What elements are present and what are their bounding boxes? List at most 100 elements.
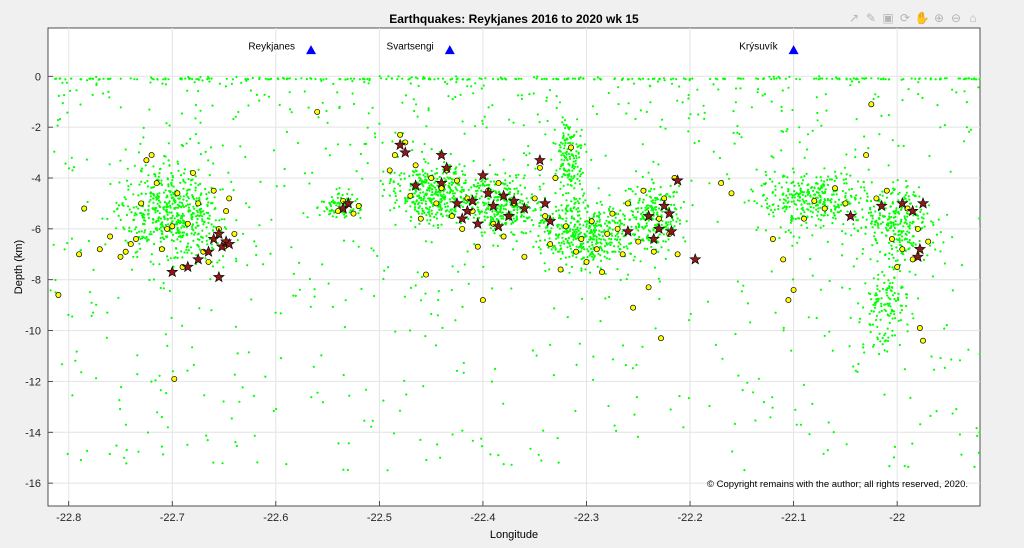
small-event: [256, 461, 259, 464]
large-event: [192, 253, 205, 265]
small-event: [539, 208, 542, 212]
small-event: [188, 77, 191, 80]
large-event: [906, 204, 919, 217]
small-event: [148, 278, 151, 282]
export-icon[interactable]: ↗: [848, 11, 860, 25]
small-event: [342, 468, 345, 471]
medium-event: [428, 175, 435, 181]
small-event: [516, 205, 520, 208]
small-event: [679, 206, 683, 209]
small-event: [206, 439, 209, 442]
small-event: [577, 233, 580, 236]
small-event: [870, 181, 873, 184]
small-event: [872, 343, 876, 346]
small-event: [633, 255, 636, 258]
small-event: [946, 213, 949, 216]
small-event: [579, 146, 582, 150]
small-event: [430, 169, 433, 172]
small-event: [567, 133, 570, 136]
small-event: [696, 88, 699, 91]
small-event: [198, 198, 201, 201]
zoom-in-icon[interactable]: ⊕: [933, 11, 945, 25]
small-event: [879, 193, 882, 196]
station-label: Krýsuvík: [739, 42, 778, 53]
small-event: [579, 175, 582, 178]
small-event: [541, 218, 544, 222]
small-event: [316, 206, 319, 209]
small-event: [483, 219, 486, 222]
y-tick-label: -8: [31, 275, 41, 287]
small-event: [740, 290, 744, 293]
small-event: [572, 228, 575, 231]
small-event: [552, 217, 555, 220]
small-event: [891, 191, 894, 194]
small-event: [567, 192, 570, 195]
datatip-icon[interactable]: ▣: [882, 11, 894, 25]
small-event: [873, 235, 876, 238]
medium-event: [899, 246, 906, 253]
small-event: [795, 192, 799, 195]
small-event: [170, 184, 173, 187]
small-event: [399, 190, 402, 193]
small-event: [908, 198, 911, 201]
rotate-icon[interactable]: ⟳: [899, 11, 911, 25]
pan-icon[interactable]: ✋: [914, 11, 930, 25]
small-event: [892, 221, 895, 224]
small-event: [232, 117, 235, 121]
small-event: [52, 243, 55, 246]
plot-area[interactable]: [47, 27, 981, 507]
small-event: [558, 227, 562, 230]
small-event: [80, 78, 83, 81]
small-event: [409, 82, 412, 85]
small-event: [559, 181, 562, 184]
small-event: [548, 89, 552, 92]
small-event: [608, 258, 611, 261]
small-event: [178, 197, 181, 200]
small-event: [416, 181, 419, 184]
small-event: [160, 445, 163, 448]
small-event: [481, 122, 484, 125]
zoom-out-icon[interactable]: ⊖: [950, 11, 962, 25]
small-event: [580, 258, 583, 261]
small-event: [351, 193, 354, 196]
small-event: [750, 188, 753, 191]
small-event: [466, 85, 469, 88]
small-event: [688, 79, 691, 82]
small-event: [562, 173, 565, 176]
small-event: [887, 304, 890, 307]
small-event: [635, 363, 638, 366]
small-event: [806, 193, 810, 196]
small-event: [673, 203, 676, 206]
small-event: [817, 187, 820, 190]
small-event: [876, 338, 879, 341]
small-event: [566, 125, 570, 128]
small-event: [919, 210, 922, 214]
small-event: [950, 358, 953, 361]
small-event: [424, 202, 428, 205]
y-tick-label: -10: [25, 326, 41, 338]
small-event: [697, 140, 701, 143]
small-event: [664, 257, 667, 260]
y-tick-label: -12: [25, 376, 41, 388]
home-icon[interactable]: ⌂: [969, 11, 977, 25]
small-event: [899, 311, 902, 314]
small-event: [975, 427, 978, 430]
small-event: [569, 157, 572, 160]
medium-event: [920, 337, 926, 344]
small-event: [125, 179, 129, 182]
small-event: [132, 206, 135, 209]
small-event: [494, 173, 497, 176]
small-event: [659, 193, 662, 196]
small-event: [428, 184, 431, 187]
small-event: [436, 443, 439, 446]
small-event: [451, 265, 454, 268]
small-event: [170, 216, 173, 220]
small-event: [480, 180, 483, 183]
small-event: [211, 265, 214, 268]
small-event: [425, 458, 428, 462]
small-event: [520, 214, 523, 217]
small-event: [812, 206, 815, 209]
small-event: [312, 365, 315, 368]
brush-icon[interactable]: ✎: [865, 11, 877, 25]
small-event: [389, 209, 392, 212]
